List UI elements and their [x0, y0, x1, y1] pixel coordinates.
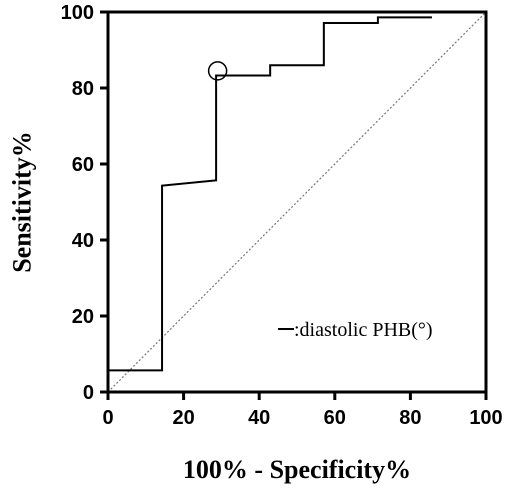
y-tick-label: 60: [72, 154, 94, 176]
x-tick-label: 60: [324, 407, 346, 429]
reference-diagonal-line: [107, 11, 487, 393]
x-tick-label: 80: [399, 407, 421, 429]
y-tick-label: 80: [72, 78, 94, 100]
cutoff-marker: [207, 61, 228, 81]
y-tick-label: 100: [61, 2, 94, 24]
x-axis-title: 100% - Specificity%: [183, 455, 411, 484]
y-axis-title: Sensitivity%: [8, 131, 37, 273]
series-line-0: [108, 16, 432, 372]
x-tick-label: 40: [248, 407, 270, 429]
x-tick-label: 20: [172, 407, 194, 429]
y-tick-label: 0: [83, 382, 94, 404]
x-tick-label: 0: [102, 407, 113, 429]
reference-layer: [107, 11, 487, 393]
axes-layer: [106, 10, 488, 394]
y-tick-label: 20: [72, 306, 94, 328]
x-tick-label: 100: [469, 407, 502, 429]
legend-label: :diastolic PHB(°): [294, 319, 433, 341]
ticks-layer: 0 20 40 60 80 100 0 20 40 60 80 100: [61, 2, 503, 429]
series-layer: [108, 16, 432, 372]
y-tick-label: 40: [72, 230, 94, 252]
legend-layer: :diastolic PHB(°): [278, 319, 433, 341]
plot-frame: [106, 10, 488, 394]
